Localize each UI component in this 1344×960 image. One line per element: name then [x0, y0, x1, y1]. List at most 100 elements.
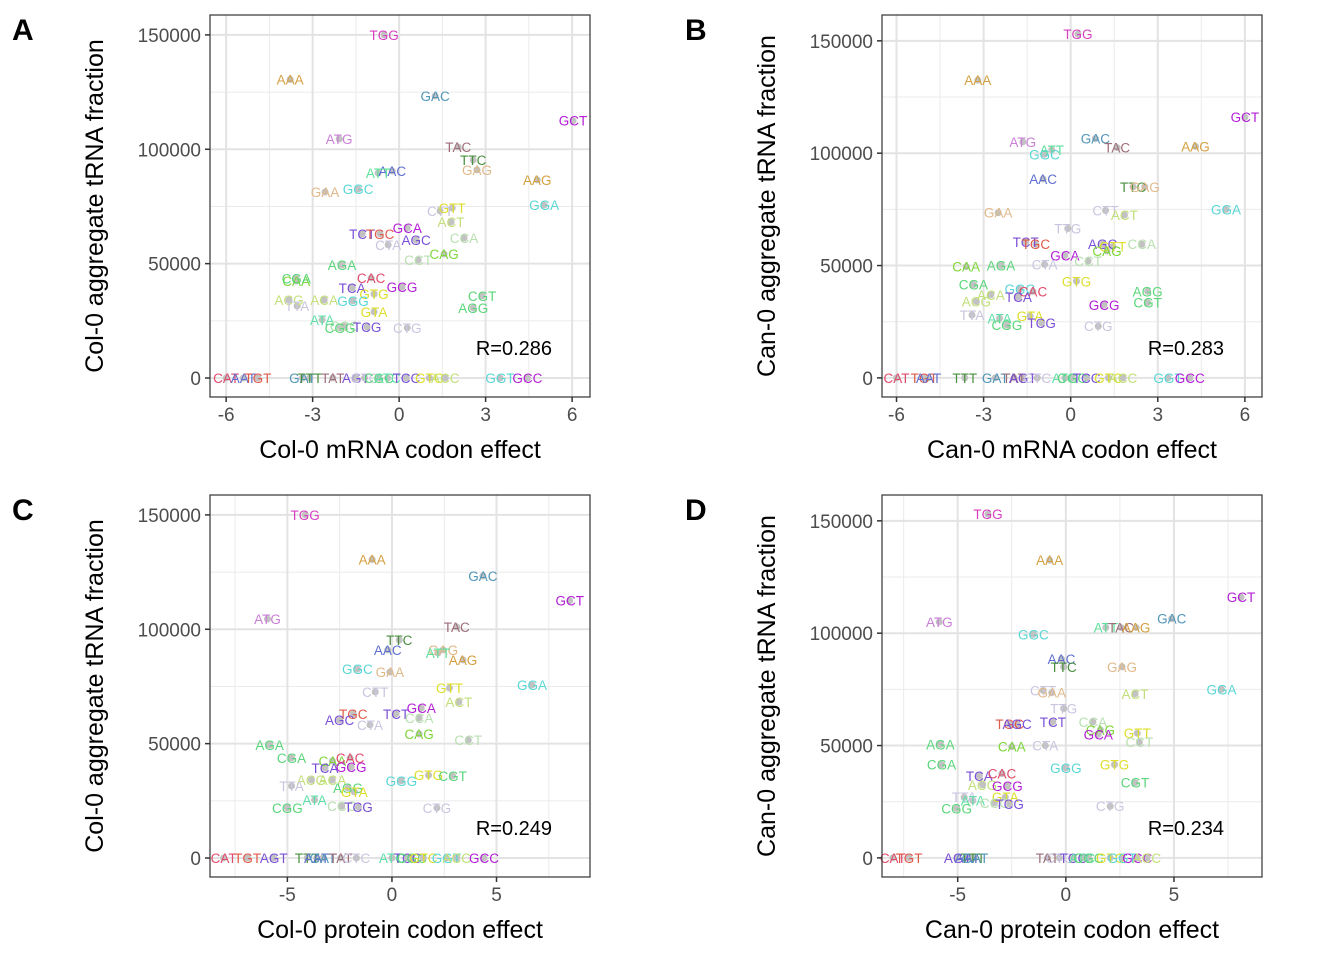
- point-ttc: [1060, 663, 1068, 671]
- point-cct: [1135, 738, 1143, 746]
- codon-label-ggt: GGT: [1153, 371, 1182, 386]
- point-cac: [998, 770, 1006, 778]
- point-tta: [293, 302, 301, 310]
- panel-c-y-tick-label: 100000: [138, 620, 201, 641]
- codon-label-aat: AAT: [231, 371, 256, 386]
- codon-label-gtt: GTT: [439, 201, 466, 216]
- point-gga: [1222, 205, 1230, 213]
- point-cgt: [449, 772, 457, 780]
- point-cat: [893, 374, 901, 382]
- point-agt: [352, 374, 360, 382]
- panel-a-y-tick-label: 150000: [138, 26, 201, 47]
- point-atg: [335, 135, 343, 143]
- codon-label-tcc: TCC: [394, 851, 422, 866]
- codon-label-ggg: GGG: [386, 774, 418, 789]
- point-cgc: [1068, 374, 1076, 382]
- point-gtt: [448, 204, 456, 212]
- point-ggc: [353, 665, 361, 673]
- codon-label-ctg: CTG: [393, 321, 422, 336]
- point-act: [1131, 690, 1139, 698]
- codon-label-ggc: GGC: [1005, 282, 1036, 297]
- codon-label-tat: TAT: [1036, 851, 1060, 866]
- codon-label-cgg: CGG: [272, 801, 303, 816]
- point-tgg: [301, 511, 309, 519]
- point-ctc: [361, 374, 369, 382]
- codon-label-tgc: TGC: [339, 707, 368, 722]
- codon-label-tcc: TCC: [1073, 371, 1101, 386]
- codon-label-cat: CAT: [884, 371, 910, 386]
- codon-label-tgg: TGG: [291, 508, 320, 523]
- codon-label-tgg: TGG: [370, 28, 399, 43]
- panel-d-y-tick-label: 100000: [810, 624, 873, 645]
- codon-label-gga: GGA: [1211, 202, 1241, 217]
- point-tta: [968, 311, 976, 319]
- point-cgt: [1131, 779, 1139, 787]
- codon-label-gcc: GCC: [469, 851, 499, 866]
- panel-c-y-tick-label: 150000: [138, 506, 201, 527]
- point-gaa: [1048, 689, 1056, 697]
- point-atg: [935, 618, 943, 626]
- point-tat: [337, 854, 345, 862]
- codon-label-aag: AAG: [1122, 621, 1151, 636]
- codon-label-aat: AAT: [955, 851, 980, 866]
- point-ggc: [1016, 285, 1024, 293]
- point-gtc: [425, 374, 433, 382]
- codon-label-ctg: CTG: [1096, 799, 1125, 814]
- panel-a-panel-border: [209, 14, 591, 398]
- codon-label-cct: CCT: [404, 253, 432, 268]
- codon-label-cga: CGA: [282, 272, 311, 287]
- codon-label-gcg: GCG: [387, 280, 418, 295]
- point-att: [1048, 146, 1056, 154]
- point-aac: [1058, 655, 1066, 663]
- point-cct: [1084, 257, 1092, 265]
- point-ata: [318, 316, 326, 324]
- codon-label-caa: CAA: [998, 740, 1026, 755]
- codon-label-gtc: GTC: [1096, 851, 1125, 866]
- point-ttt: [306, 374, 314, 382]
- codon-label-cgc: CGC: [364, 371, 394, 386]
- codon-label-tcc: TCC: [1060, 851, 1088, 866]
- codon-label-agc: AGC: [1088, 237, 1118, 252]
- codon-label-act: ACT: [1122, 687, 1149, 702]
- point-gct: [569, 117, 577, 125]
- codon-label-gtt: GTT: [1099, 239, 1126, 254]
- point-cat: [222, 374, 230, 382]
- point-tta: [288, 782, 296, 790]
- point-tta: [960, 793, 968, 801]
- point-cca: [460, 234, 468, 242]
- point-gcc: [1186, 374, 1194, 382]
- codon-label-ggc: GGC: [1018, 627, 1049, 642]
- point-cct: [464, 736, 472, 744]
- codon-label-agt: AGT: [342, 371, 370, 386]
- point-cat: [889, 854, 897, 862]
- codon-label-cta: CTA: [357, 718, 383, 733]
- point-tgg: [380, 31, 388, 39]
- point-aca: [987, 291, 995, 299]
- point-cgg: [953, 804, 961, 812]
- point-tat: [1043, 854, 1051, 862]
- codon-label-cgc: CGC: [1074, 851, 1104, 866]
- codon-label-atg: ATG: [326, 132, 353, 147]
- panel-a-x-tick-label: -6: [218, 405, 235, 426]
- codon-label-tca: TCA: [312, 761, 339, 776]
- codon-label-cta: CTA: [375, 238, 401, 253]
- panel-c-x-tick-label: -5: [279, 885, 296, 906]
- codon-label-gat: GAT: [310, 851, 337, 866]
- point-gta: [370, 308, 378, 316]
- point-gac: [479, 572, 487, 580]
- point-gta: [1001, 793, 1009, 801]
- codon-label-acg: ACG: [297, 773, 326, 788]
- codon-label-tct: TCT: [1040, 715, 1066, 730]
- point-ctg: [433, 804, 441, 812]
- point-gca: [417, 704, 425, 712]
- point-ggg: [349, 297, 357, 305]
- codon-label-ttt: TTT: [960, 851, 985, 866]
- codon-label-cgg: CGG: [325, 321, 356, 336]
- codon-label-act: ACT: [1111, 208, 1138, 223]
- codon-label-acg: ACG: [968, 778, 997, 793]
- codon-label-acg: ACG: [962, 295, 991, 310]
- point-ctg: [403, 324, 411, 332]
- codon-label-agc: AGC: [402, 233, 432, 248]
- point-agt: [954, 854, 962, 862]
- point-cac: [346, 754, 354, 762]
